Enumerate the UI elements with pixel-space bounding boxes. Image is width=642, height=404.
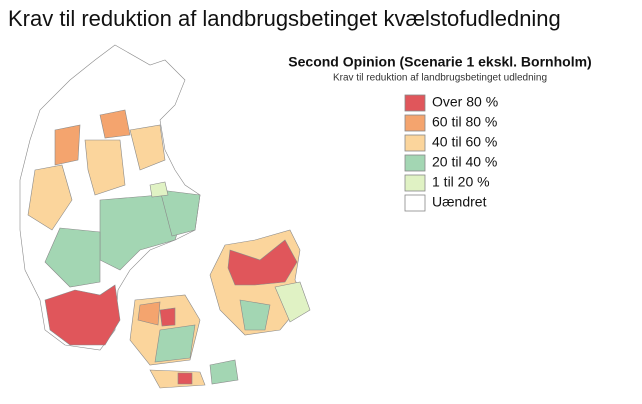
- map-region: [154, 324, 196, 363]
- map-region: [239, 299, 271, 331]
- legend-label: 60 til 80 %: [432, 114, 497, 130]
- legend-swatch: [404, 114, 426, 132]
- map-region: [44, 284, 121, 346]
- legend-title: Second Opinion (Scenarie 1 ekskl. Bornho…: [288, 54, 591, 70]
- map-region: [44, 227, 101, 288]
- map-region: [54, 124, 81, 166]
- map-region: [209, 359, 239, 385]
- legend: Second Opinion (Scenarie 1 ekskl. Bornho…: [288, 54, 592, 212]
- map-region: [159, 307, 176, 327]
- legend-swatch: [404, 174, 426, 192]
- map-region: [274, 281, 311, 323]
- map-region: [129, 124, 166, 171]
- map-region: [159, 189, 201, 237]
- map-region: [149, 369, 206, 389]
- legend-label: 1 til 20 %: [432, 174, 490, 190]
- legend-swatch: [404, 94, 426, 112]
- map-region: [137, 301, 161, 326]
- legend-label: 20 til 40 %: [432, 154, 497, 170]
- map-region: [27, 164, 73, 231]
- legend-subtitle: Krav til reduktion af landbrugsbetinget …: [333, 73, 547, 84]
- legend-label: Uændret: [432, 194, 487, 210]
- map-region: [99, 109, 131, 139]
- legend-label: 40 til 60 %: [432, 134, 497, 150]
- map-region: [84, 139, 126, 196]
- page-title: Krav til reduktion af landbrugsbetinget …: [8, 6, 561, 31]
- map-region: [177, 372, 193, 385]
- map-region: [149, 181, 169, 198]
- legend-swatch: [404, 194, 426, 212]
- legend-swatch: [404, 154, 426, 172]
- map: [19, 44, 311, 389]
- legend-label: Over 80 %: [432, 94, 498, 110]
- legend-swatch: [404, 134, 426, 152]
- map-region: [227, 239, 298, 286]
